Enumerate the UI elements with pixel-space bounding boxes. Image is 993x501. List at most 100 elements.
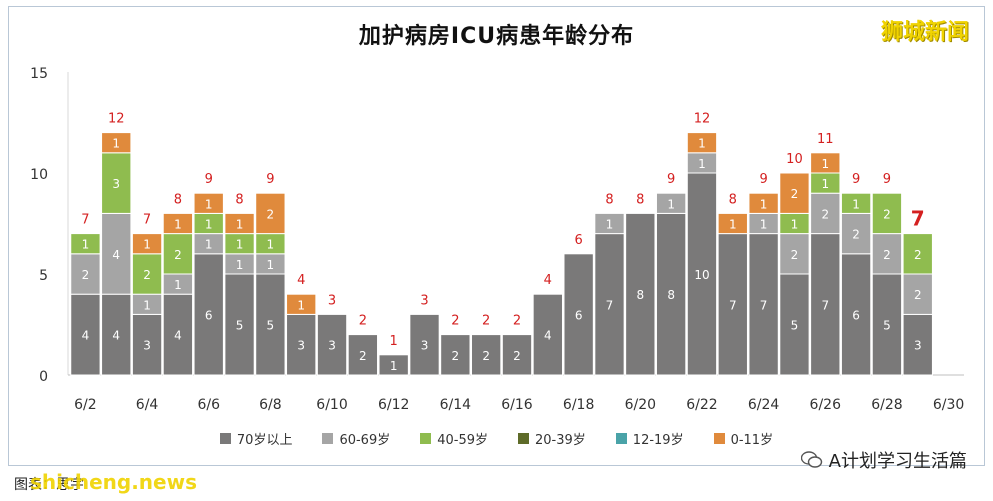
segment-value-label: 1	[112, 137, 120, 151]
bar-segment	[717, 233, 748, 376]
bar-total-label: 9	[883, 172, 891, 187]
segment-value-label: 1	[760, 218, 768, 232]
legend-swatch	[713, 432, 725, 444]
source-credit: 图表：思宇	[14, 477, 84, 493]
segment-value-label: 1	[205, 218, 213, 232]
segment-value-label: 4	[112, 329, 120, 343]
bar-total-label: 11	[817, 132, 834, 147]
bar-segment	[316, 313, 348, 376]
segment-value-label: 10	[694, 268, 709, 282]
bar-total-label: 8	[729, 192, 737, 207]
bar-segment	[840, 253, 872, 376]
wechat-account-name: A计划学习生活篇	[828, 451, 967, 472]
bar-total-label: 2	[451, 314, 459, 329]
bar-total-label: 7	[911, 207, 925, 231]
bar-segment	[162, 293, 194, 376]
bar-total-label: 8	[636, 192, 644, 207]
segment-value-label: 1	[760, 197, 768, 211]
segment-value-label: 8	[667, 288, 675, 302]
bar-segment	[162, 212, 194, 235]
segment-value-label: 4	[544, 329, 552, 343]
x-tick-label: 6/4	[136, 397, 159, 413]
legend-label: 20-39岁	[535, 432, 586, 448]
segment-value-label: 7	[760, 298, 768, 312]
segment-value-label: 1	[143, 298, 151, 312]
bar-segment	[101, 132, 132, 154]
bar-total-label: 9	[667, 172, 675, 187]
bar-segment	[717, 212, 748, 235]
segment-value-label: 3	[143, 339, 151, 353]
bar-segment	[686, 132, 718, 154]
bar-segment	[625, 212, 656, 376]
segment-value-label: 2	[852, 228, 860, 242]
bar-segment	[224, 273, 255, 376]
chart-legend: 70岁以上 60-69岁 40-59岁 20-39岁 12-19岁 0-11岁	[0, 428, 993, 448]
segment-value-label: 1	[698, 157, 706, 171]
segment-value-label: 2	[452, 349, 460, 363]
bar-total-label: 7	[143, 213, 151, 228]
wechat-account: A计划学习生活篇	[800, 447, 967, 473]
segment-value-label: 4	[174, 329, 182, 343]
legend-item: 60-69岁	[322, 428, 390, 448]
segment-value-label: 2	[821, 207, 829, 221]
bar-segment	[779, 172, 810, 214]
segment-value-label: 3	[421, 339, 429, 353]
legend-label: 40-59岁	[437, 432, 489, 448]
bar-total-label: 2	[513, 314, 521, 329]
x-tick-label: 6/24	[748, 397, 780, 413]
segment-value-label: 3	[112, 177, 120, 191]
x-tick-label: 6/18	[563, 397, 594, 413]
segment-value-label: 2	[883, 207, 891, 221]
wechat-icon	[800, 451, 822, 468]
segment-value-label: 6	[852, 308, 860, 322]
bar-segment	[840, 212, 872, 255]
bar-segment	[193, 192, 224, 214]
bar-total-label: 8	[174, 192, 182, 207]
x-tick-label: 6/26	[810, 397, 842, 413]
legend-item: 20-39岁	[518, 428, 586, 448]
bar-segment	[440, 334, 471, 376]
bar-segment	[810, 233, 841, 376]
bar-segment	[532, 293, 563, 376]
segment-value-label: 1	[236, 238, 244, 252]
bar-segment	[193, 253, 224, 376]
x-tick-label: 6/8	[259, 397, 282, 413]
segment-value-label: 2	[791, 248, 799, 262]
segment-value-label: 1	[174, 218, 182, 232]
bar-total-label: 3	[328, 293, 336, 308]
x-tick-label: 6/10	[316, 397, 347, 413]
legend-label: 60-69岁	[339, 432, 391, 448]
segment-value-label: 7	[606, 298, 614, 312]
bar-total-label: 10	[786, 152, 803, 167]
bar-segment	[286, 293, 317, 315]
segment-value-label: 7	[729, 298, 737, 312]
segment-value-label: 1	[205, 197, 213, 211]
bar-segment	[810, 152, 841, 174]
bar-total-label: 9	[852, 172, 860, 187]
segment-value-label: 1	[267, 238, 275, 252]
segment-value-label: 2	[791, 187, 799, 201]
x-tick-label: 6/6	[197, 397, 220, 413]
segment-value-label: 2	[914, 288, 922, 302]
segment-value-label: 4	[82, 329, 90, 343]
segment-value-label: 5	[883, 319, 891, 333]
segment-value-label: 6	[205, 308, 213, 322]
bar-segment	[840, 192, 872, 214]
legend-swatch	[219, 432, 231, 444]
legend-label: 12-19岁	[632, 432, 684, 448]
brand-logo-text: 狮城新闻	[880, 20, 969, 45]
segment-value-label: 2	[359, 349, 367, 363]
bar-total-label: 12	[108, 112, 125, 127]
segment-value-label: 5	[791, 319, 799, 333]
bar-segment	[810, 192, 841, 235]
segment-value-label: 1	[82, 238, 90, 252]
segment-value-label: 2	[82, 268, 90, 282]
segment-value-label: 1	[729, 218, 737, 232]
bar-total-label: 8	[235, 192, 243, 207]
bar-segment	[902, 233, 933, 275]
bar-segment	[902, 313, 933, 376]
legend-label: 70岁以上	[236, 432, 293, 448]
segment-value-label: 2	[143, 268, 151, 282]
bar-segment	[563, 253, 594, 376]
